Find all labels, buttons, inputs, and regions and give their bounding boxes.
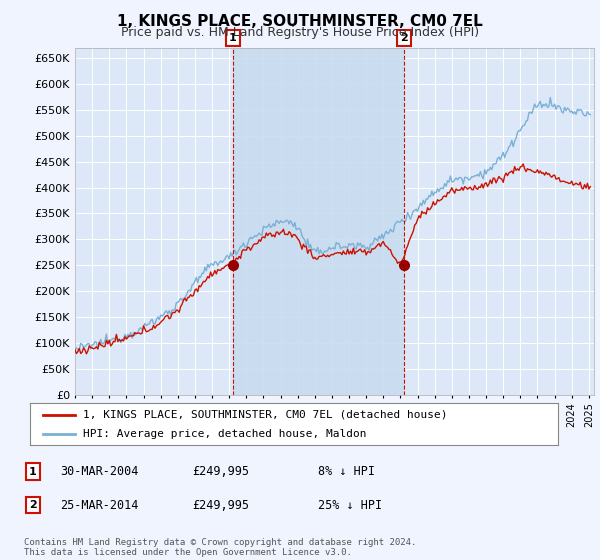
Text: 1: 1: [29, 466, 37, 477]
Text: 2: 2: [29, 500, 37, 510]
Text: £249,995: £249,995: [192, 498, 249, 512]
Text: Price paid vs. HM Land Registry's House Price Index (HPI): Price paid vs. HM Land Registry's House …: [121, 26, 479, 39]
Text: 25-MAR-2014: 25-MAR-2014: [60, 498, 139, 512]
Text: £249,995: £249,995: [192, 465, 249, 478]
Text: 2: 2: [400, 33, 408, 43]
Text: Contains HM Land Registry data © Crown copyright and database right 2024.
This d: Contains HM Land Registry data © Crown c…: [24, 538, 416, 557]
Text: 30-MAR-2004: 30-MAR-2004: [60, 465, 139, 478]
Text: 1, KINGS PLACE, SOUTHMINSTER, CM0 7EL: 1, KINGS PLACE, SOUTHMINSTER, CM0 7EL: [117, 14, 483, 29]
Text: HPI: Average price, detached house, Maldon: HPI: Average price, detached house, Mald…: [83, 429, 366, 439]
Bar: [233, 48, 404, 395]
Text: 1: 1: [229, 33, 237, 43]
Text: 1, KINGS PLACE, SOUTHMINSTER, CM0 7EL (detached house): 1, KINGS PLACE, SOUTHMINSTER, CM0 7EL (d…: [83, 409, 448, 419]
Text: 25% ↓ HPI: 25% ↓ HPI: [318, 498, 382, 512]
Text: 8% ↓ HPI: 8% ↓ HPI: [318, 465, 375, 478]
